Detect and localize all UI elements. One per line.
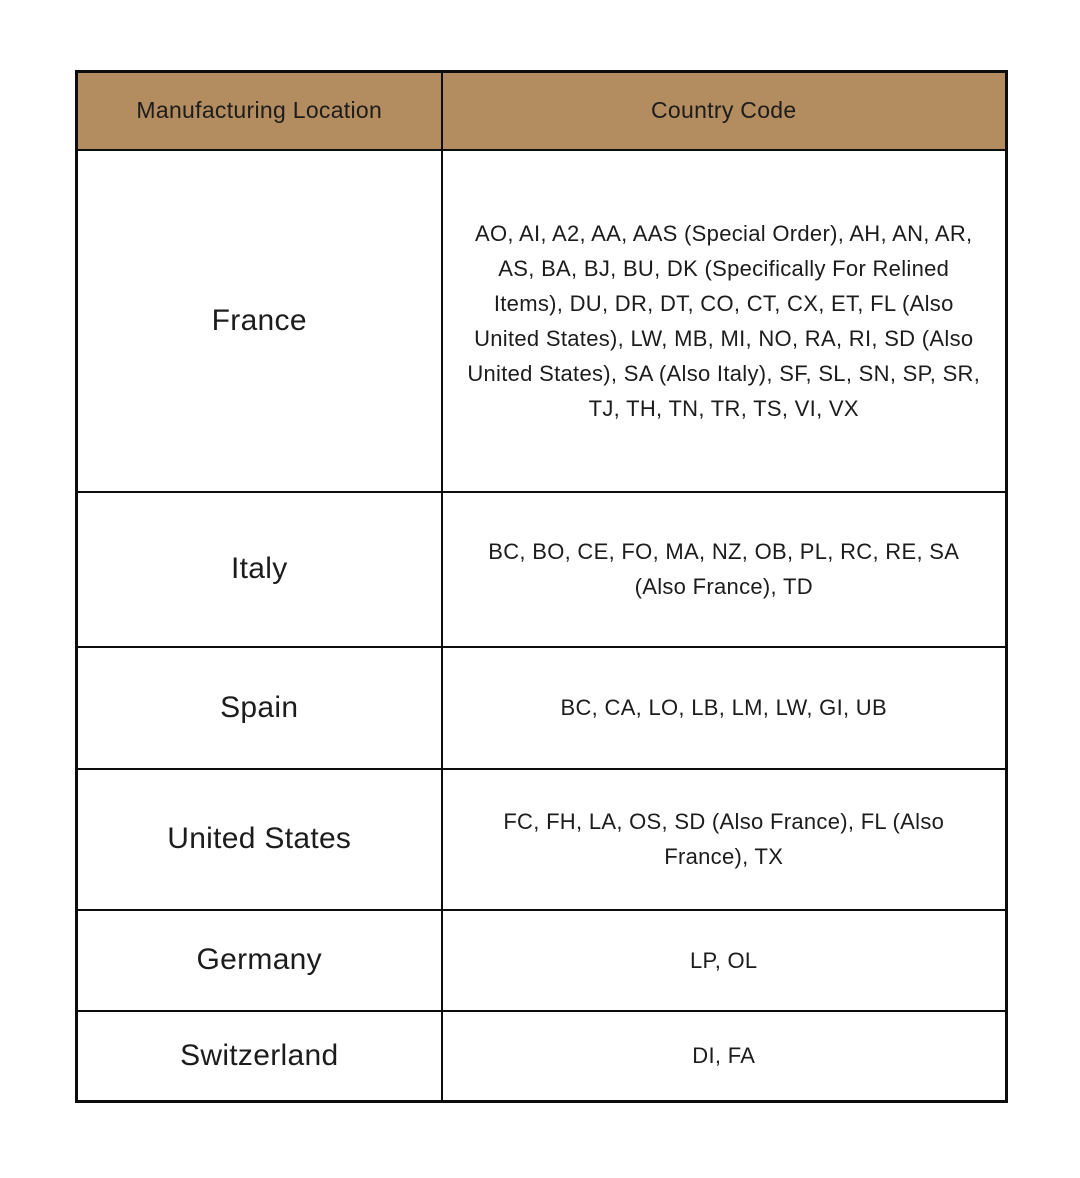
location-cell: Switzerland — [75, 1009, 443, 1103]
location-cell: France — [75, 148, 443, 493]
codes-cell: LP, OL — [440, 908, 1008, 1012]
codes-cell: BC, CA, LO, LB, LM, LW, GI, UB — [440, 645, 1008, 770]
table-row-united-states: United States FC, FH, LA, OS, SD (Also F… — [75, 767, 1008, 911]
country-code-table: Manufacturing Location Country Code Fran… — [75, 70, 1008, 1103]
table-header-row: Manufacturing Location Country Code — [75, 70, 1008, 151]
codes-cell: FC, FH, LA, OS, SD (Also France), FL (Al… — [440, 767, 1008, 911]
location-cell: Italy — [75, 490, 443, 648]
table-row-spain: Spain BC, CA, LO, LB, LM, LW, GI, UB — [75, 645, 1008, 770]
table-row-italy: Italy BC, BO, CE, FO, MA, NZ, OB, PL, RC… — [75, 490, 1008, 648]
location-cell: Spain — [75, 645, 443, 770]
table-row-france: France AO, AI, A2, AA, AAS (Special Orde… — [75, 148, 1008, 493]
column-header-manufacturing-location: Manufacturing Location — [75, 70, 443, 151]
manufacturing-location-table: Manufacturing Location Country Code Fran… — [75, 70, 1008, 1103]
codes-cell: DI, FA — [440, 1009, 1008, 1103]
codes-cell: BC, BO, CE, FO, MA, NZ, OB, PL, RC, RE, … — [440, 490, 1008, 648]
codes-cell: AO, AI, A2, AA, AAS (Special Order), AH,… — [440, 148, 1008, 493]
column-header-country-code: Country Code — [440, 70, 1008, 151]
location-cell: Germany — [75, 908, 443, 1012]
table-row-germany: Germany LP, OL — [75, 908, 1008, 1012]
location-cell: United States — [75, 767, 443, 911]
table-row-switzerland: Switzerland DI, FA — [75, 1009, 1008, 1103]
